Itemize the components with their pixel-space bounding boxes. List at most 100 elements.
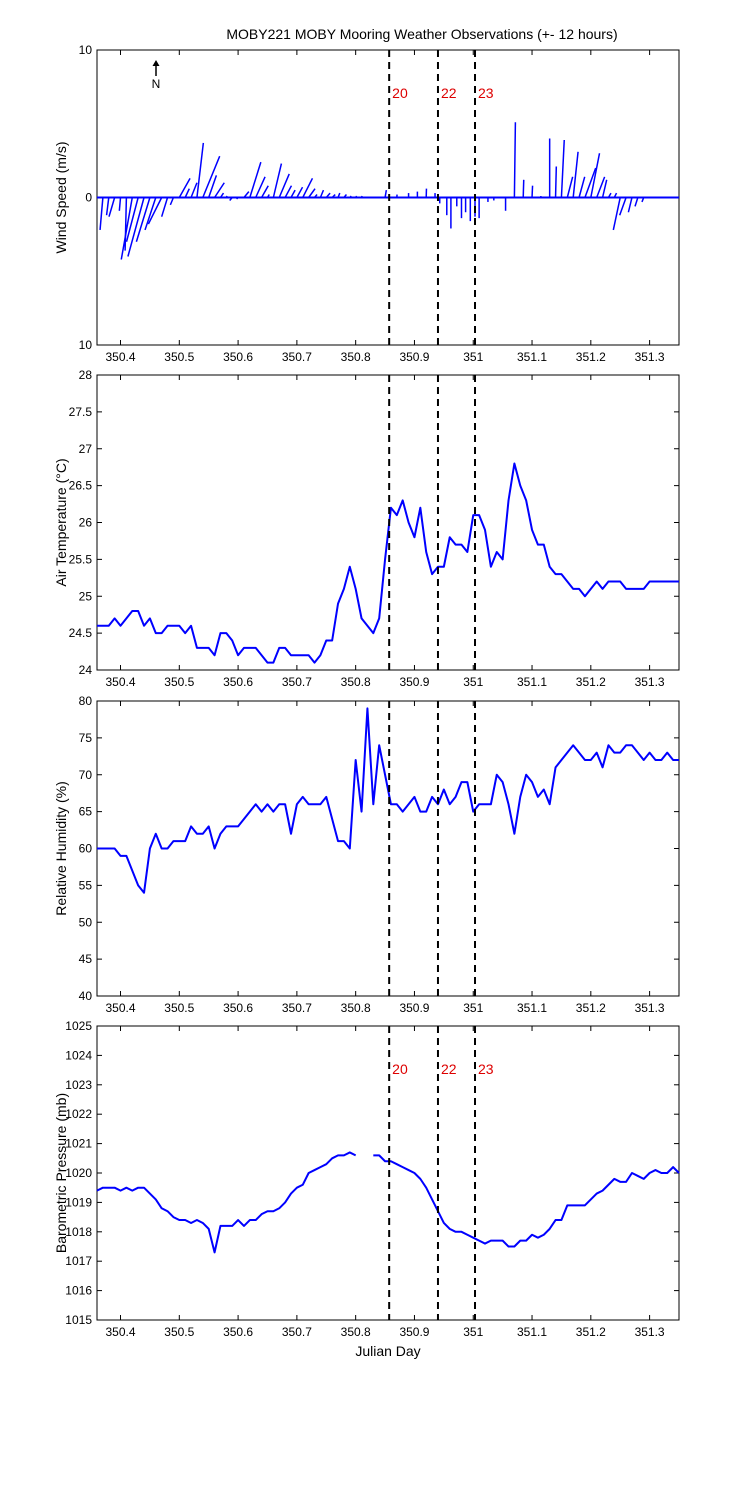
wind-vector <box>272 163 283 198</box>
x-tick-label: 350.7 <box>282 675 312 689</box>
event-marker-label: 20 <box>392 1061 408 1077</box>
wind-vector <box>349 195 352 199</box>
x-tick-label: 350.6 <box>223 675 253 689</box>
x-tick-label: 350.9 <box>399 350 429 364</box>
wind-vector <box>584 167 597 198</box>
wind-vector <box>572 151 579 198</box>
wind-vector <box>601 179 608 198</box>
series-line <box>97 707 679 894</box>
y-tick-label: 80 <box>79 694 93 708</box>
y-tick-label: 10 <box>79 43 93 57</box>
y-tick-label: 1021 <box>65 1137 92 1151</box>
wind-vector <box>255 176 266 198</box>
wind-vector <box>308 188 316 198</box>
y-tick-label: 0 <box>85 191 92 205</box>
x-tick-label: 350.8 <box>341 1001 371 1015</box>
wind-vector <box>627 197 633 213</box>
x-tick-label: 351.1 <box>517 675 547 689</box>
event-marker-label: 22 <box>441 85 457 101</box>
x-tick-label: 351.3 <box>635 1001 665 1015</box>
x-tick-label: 350.9 <box>399 675 429 689</box>
event-marker-label: 23 <box>478 1061 494 1077</box>
wind-vector <box>337 192 341 198</box>
y-tick-label: 24 <box>79 663 93 677</box>
x-tick-label: 350.4 <box>105 1001 135 1015</box>
y-tick-label: 1017 <box>65 1254 92 1268</box>
wind-vector <box>384 189 388 198</box>
x-tick-label: 351.1 <box>517 1001 547 1015</box>
north-arrow-label: N <box>152 77 161 91</box>
wind-vector <box>595 176 606 198</box>
x-tick-label: 350.6 <box>223 350 253 364</box>
wind-vector <box>266 194 270 198</box>
y-tick-label: 1024 <box>65 1048 92 1062</box>
x-tick-label: 350.8 <box>341 1325 371 1339</box>
y-axis-label: Wind Speed (m/s) <box>53 141 69 253</box>
x-tick-label: 350.5 <box>164 675 194 689</box>
y-tick-label: 27.5 <box>69 405 93 419</box>
y-tick-label: 24.5 <box>69 626 93 640</box>
wind-vector <box>607 192 612 198</box>
series-line <box>97 462 679 664</box>
wind-vector <box>160 197 169 217</box>
wind-vector <box>118 197 122 211</box>
chart-title: MOBY221 MOBY Mooring Weather Observation… <box>226 26 617 42</box>
x-tick-label: 350.5 <box>164 350 194 364</box>
wind-vector <box>613 192 618 198</box>
panel-3: 40 45 50 55 60 65 70 75 80 350.4 350.5 350.6 350.7 35… <box>53 694 680 1015</box>
x-tick-label: 351.1 <box>517 350 547 364</box>
x-tick-label: 351.2 <box>576 1001 606 1015</box>
y-tick-label: 26.5 <box>69 479 93 493</box>
y-axis-label: Barometric Pressure (mb) <box>53 1093 69 1253</box>
wind-vector <box>190 182 198 198</box>
wind-vector <box>296 186 304 198</box>
wind-vector <box>135 197 151 242</box>
wind-vector <box>313 194 318 198</box>
wind-vector <box>343 194 348 198</box>
x-tick-label: 351.3 <box>635 675 665 689</box>
y-tick-label: 28 <box>79 368 93 382</box>
x-tick-label: 351 <box>463 1001 483 1015</box>
panel-1: 10 0 10 350.4 350.5 350.6 350.7 350.8 350.9 351 35… <box>53 43 680 364</box>
y-tick-label: 1022 <box>65 1107 92 1121</box>
north-arrow-icon: N <box>152 60 161 91</box>
y-tick-label: 1025 <box>65 1019 92 1033</box>
wind-vector <box>319 189 325 198</box>
y-tick-label: 1020 <box>65 1166 92 1180</box>
x-tick-label: 350.9 <box>399 1325 429 1339</box>
wind-vector <box>522 179 525 198</box>
wind-vector <box>513 122 517 198</box>
wind-vector <box>184 188 190 198</box>
wind-vector <box>566 176 574 198</box>
event-marker-label: 23 <box>478 85 494 101</box>
x-tick-label: 351.3 <box>635 1325 665 1339</box>
wind-vector <box>207 175 218 198</box>
x-tick-label: 350.8 <box>341 675 371 689</box>
wind-vector <box>219 192 225 198</box>
wind-vector <box>560 139 565 198</box>
wind-vector <box>634 197 639 207</box>
x-tick-label: 350.7 <box>282 1001 312 1015</box>
event-marker-label: 22 <box>441 1061 457 1077</box>
y-axis-label: Relative Humidity (%) <box>53 781 69 916</box>
wind-vector <box>325 192 331 198</box>
x-tick-label: 350.7 <box>282 350 312 364</box>
wind-vector <box>554 166 558 198</box>
wind-vector <box>196 142 205 198</box>
wind-vector <box>278 173 290 198</box>
wind-vector <box>236 196 239 200</box>
y-tick-label: 27 <box>79 442 93 456</box>
wind-vector <box>105 197 110 216</box>
wind-vector <box>178 177 191 198</box>
wind-vector <box>169 197 175 206</box>
wind-vector <box>229 197 233 201</box>
wind-vector <box>243 191 250 198</box>
y-tick-label: 1018 <box>65 1225 92 1239</box>
wind-vector <box>225 195 228 198</box>
x-axis-label: Julian Day <box>355 1343 420 1359</box>
wind-vector <box>99 197 104 231</box>
wind-vector <box>360 195 363 198</box>
x-tick-label: 350.4 <box>105 350 135 364</box>
